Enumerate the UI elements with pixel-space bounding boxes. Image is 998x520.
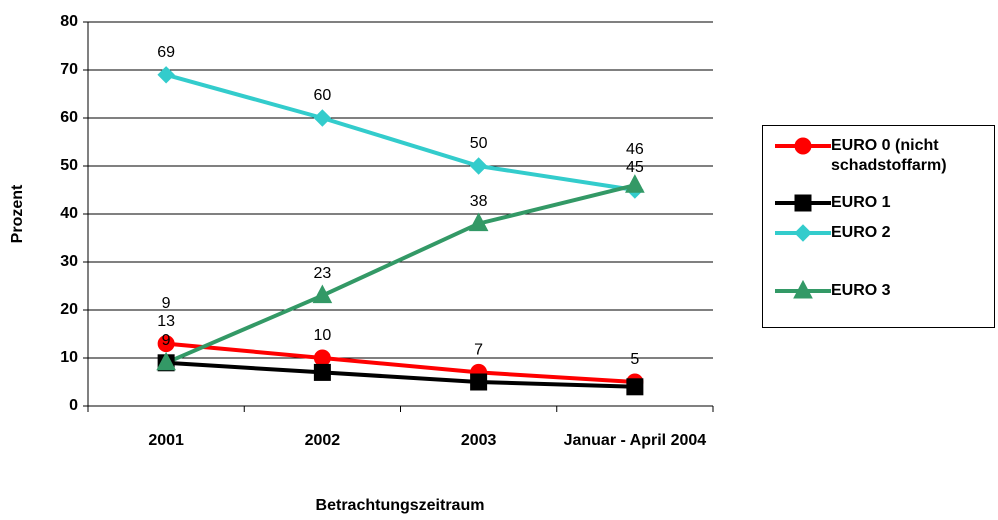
x-tick-label: 2003 [460,432,497,449]
legend-key [775,194,831,212]
data-label: 50 [470,135,488,152]
data-label: 60 [313,87,331,104]
data-label: 5 [630,351,639,368]
data-label: 46 [626,141,644,158]
y-tick-label: 20 [60,301,78,318]
legend-label: EURO 1 [831,194,891,211]
data-label: 10 [313,327,331,344]
y-tick-label: 10 [60,349,78,366]
y-tick-label: 40 [60,205,78,222]
y-tick-label: 70 [60,61,78,78]
series-line [166,360,635,389]
data-label: 9 [162,295,171,312]
legend-key [775,137,831,155]
legend-label: EURO 3 [831,282,891,299]
x-tick-label: 2001 [148,432,184,449]
marker [794,224,812,242]
marker [625,174,645,193]
marker [470,373,488,391]
marker [157,66,175,84]
data-label: 23 [313,265,331,282]
y-axis-title: Prozent [9,184,26,243]
series-line [165,183,636,365]
data-label: 45 [626,159,644,176]
marker [794,137,812,155]
y-tick-label: 60 [60,109,78,126]
marker [313,109,332,127]
data-label: 9 [162,332,171,349]
marker [312,284,333,304]
data-label: 38 [470,193,488,210]
marker [156,351,176,371]
legend-key [775,224,831,242]
data-label: 13 [157,313,175,330]
marker [469,157,488,175]
legend-key [775,279,831,299]
y-tick-label: 0 [69,397,78,414]
marker [313,349,331,367]
marker [626,378,644,396]
x-tick-label: 2002 [304,432,341,449]
legend-label: EURO 0 (nicht schadstoffarm) [831,137,947,174]
x-axis-title: Betrachtungszeitraum [315,497,485,514]
marker [157,335,175,353]
data-label: 69 [157,44,175,61]
marker [468,212,489,232]
y-tick-label: 80 [60,13,78,30]
data-label: 7 [474,342,483,359]
marker [794,194,812,212]
series-line [165,341,635,384]
series-line [165,72,636,192]
legend: EURO 0 (nicht schadstoffarm) EURO 1 EURO 2… [762,125,995,328]
legend-label: EURO 2 [831,224,891,241]
marker [793,279,813,299]
marker [313,363,331,381]
y-tick-label: 30 [60,253,78,270]
y-tick-label: 50 [60,157,78,174]
x-tick-label: Januar - April 2004 [563,432,707,449]
